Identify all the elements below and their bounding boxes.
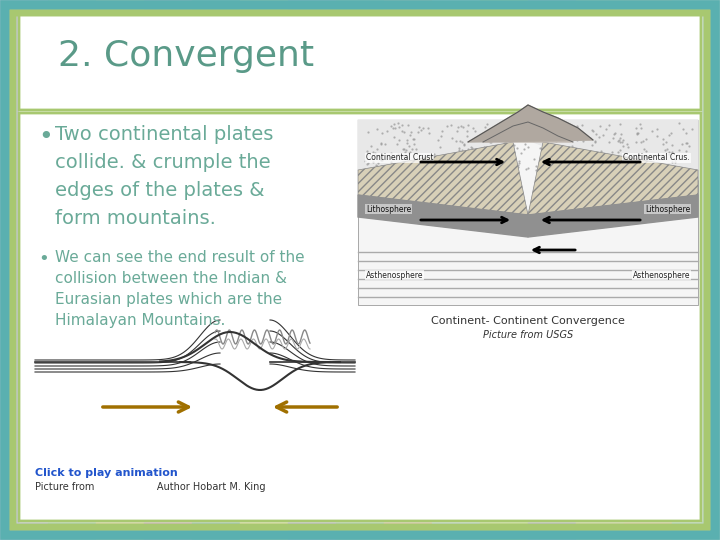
Text: Click to play animation: Click to play animation [35,468,178,478]
Text: Two continental plates
collide. & crumple the
edges of the plates &
form mountai: Two continental plates collide. & crumpl… [55,125,274,228]
Bar [240,0,288,540]
Text: Picture from USGS: Picture from USGS [483,330,573,340]
Bar [480,0,528,540]
Bar [192,0,240,540]
Bar [624,0,672,540]
Bar [96,0,144,540]
Bar [672,0,720,540]
Bar [384,0,432,540]
Text: Continental Crus.: Continental Crus. [624,153,690,163]
Text: Picture from                    Author Hobart M. King: Picture from Author Hobart M. King [35,482,266,492]
Text: Lithosphere: Lithosphere [644,205,690,213]
Bar [19,113,701,521]
Bar [336,0,384,540]
Bar [48,0,96,540]
Bar [358,120,698,305]
Polygon shape [358,195,528,237]
Polygon shape [468,105,593,142]
Polygon shape [358,142,528,215]
Bar [0,0,48,540]
Text: Continent- Continent Convergence: Continent- Continent Convergence [431,316,625,326]
Text: Asthenosphere: Asthenosphere [366,271,423,280]
Text: Asthenosphere: Asthenosphere [632,271,690,280]
Text: Continental Crust: Continental Crust [366,153,433,163]
Bar [528,0,576,540]
Text: •: • [38,250,49,268]
Polygon shape [483,122,573,142]
Bar [144,0,192,540]
Bar [288,0,336,540]
Text: •: • [38,125,53,149]
Text: We can see the end result of the
collision between the Indian &
Eurasian plates : We can see the end result of the collisi… [55,250,305,328]
Bar [576,0,624,540]
Bar [19,13,701,110]
Polygon shape [358,120,698,180]
Bar [432,0,480,540]
Polygon shape [528,195,698,237]
Text: 2. Convergent: 2. Convergent [58,39,314,73]
Text: Lithosphere: Lithosphere [366,205,411,213]
Polygon shape [528,142,698,215]
